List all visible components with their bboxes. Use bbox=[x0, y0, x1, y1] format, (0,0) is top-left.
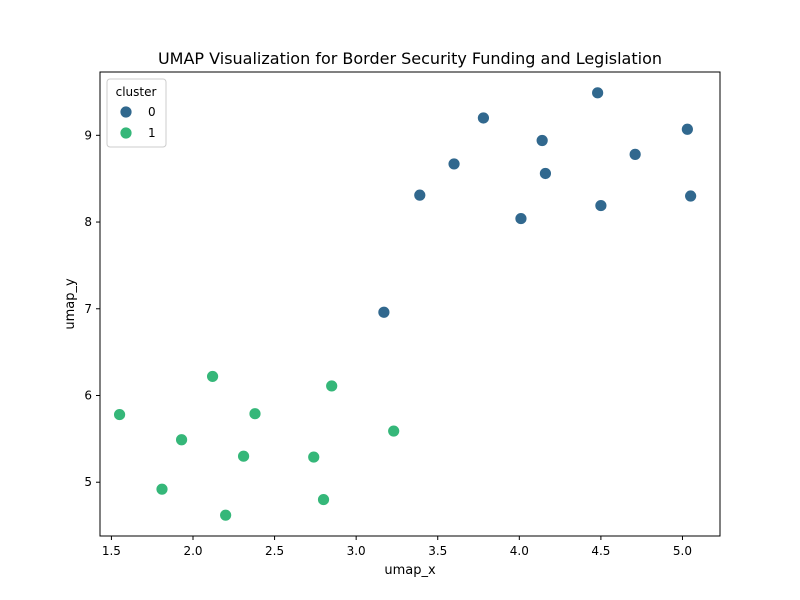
data-point-cluster-0 bbox=[684, 189, 698, 203]
data-point-cluster-0 bbox=[514, 212, 528, 225]
legend-marker-cluster-1 bbox=[119, 126, 133, 140]
plot-area bbox=[113, 86, 698, 522]
data-point-cluster-0 bbox=[539, 167, 552, 180]
x-axis-label: umap_x bbox=[384, 563, 436, 578]
data-point-cluster-1 bbox=[113, 408, 126, 421]
y-tick-label: 6 bbox=[84, 388, 92, 402]
x-tick-label: 1.5 bbox=[102, 544, 121, 558]
data-point-cluster-1 bbox=[317, 493, 330, 506]
data-point-cluster-0 bbox=[377, 305, 391, 319]
legend: cluster 0 1 bbox=[106, 78, 167, 148]
x-tick-label: 4.0 bbox=[510, 544, 529, 558]
legend-marker-cluster-0 bbox=[119, 105, 133, 119]
data-point-cluster-1 bbox=[325, 379, 339, 393]
data-point-cluster-1 bbox=[206, 370, 219, 383]
x-tick-label: 2.5 bbox=[265, 544, 284, 558]
y-tick-label: 5 bbox=[84, 475, 92, 489]
data-point-cluster-0 bbox=[591, 86, 605, 100]
legend-title: cluster bbox=[116, 85, 157, 99]
data-point-cluster-1 bbox=[175, 433, 188, 447]
x-tick-label: 2.0 bbox=[183, 544, 202, 558]
data-point-cluster-1 bbox=[307, 450, 321, 464]
legend-label-cluster-1: 1 bbox=[148, 126, 156, 140]
data-point-cluster-1 bbox=[387, 424, 401, 438]
plot-frame bbox=[99, 71, 721, 537]
data-point-cluster-0 bbox=[447, 157, 461, 171]
y-tick-label: 8 bbox=[84, 215, 92, 229]
data-point-cluster-0 bbox=[594, 199, 608, 212]
x-axis: 1.5 2.0 2.5 3.0 3.5 4.0 4.5 5.0 bbox=[102, 536, 692, 558]
x-tick-label: 4.5 bbox=[591, 544, 610, 558]
data-point-cluster-0 bbox=[535, 134, 549, 147]
y-axis-label: umap_y bbox=[63, 278, 78, 330]
y-axis: 5 6 7 8 9 bbox=[84, 128, 100, 489]
x-tick-label: 3.0 bbox=[347, 544, 366, 558]
data-point-cluster-0 bbox=[628, 147, 642, 161]
chart-title: UMAP Visualization for Border Security F… bbox=[158, 49, 662, 68]
data-point-cluster-0 bbox=[477, 111, 490, 125]
data-point-cluster-1 bbox=[219, 508, 233, 522]
legend-label-cluster-0: 0 bbox=[148, 105, 156, 119]
x-tick-label: 5.0 bbox=[673, 544, 692, 558]
data-point-cluster-1 bbox=[237, 449, 250, 463]
y-tick-label: 7 bbox=[84, 302, 92, 316]
y-tick-label: 9 bbox=[84, 128, 92, 142]
x-tick-label: 3.5 bbox=[428, 544, 447, 558]
data-point-cluster-0 bbox=[680, 122, 694, 136]
data-point-cluster-1 bbox=[155, 482, 169, 496]
data-point-cluster-1 bbox=[248, 407, 262, 421]
data-point-cluster-0 bbox=[413, 188, 427, 202]
